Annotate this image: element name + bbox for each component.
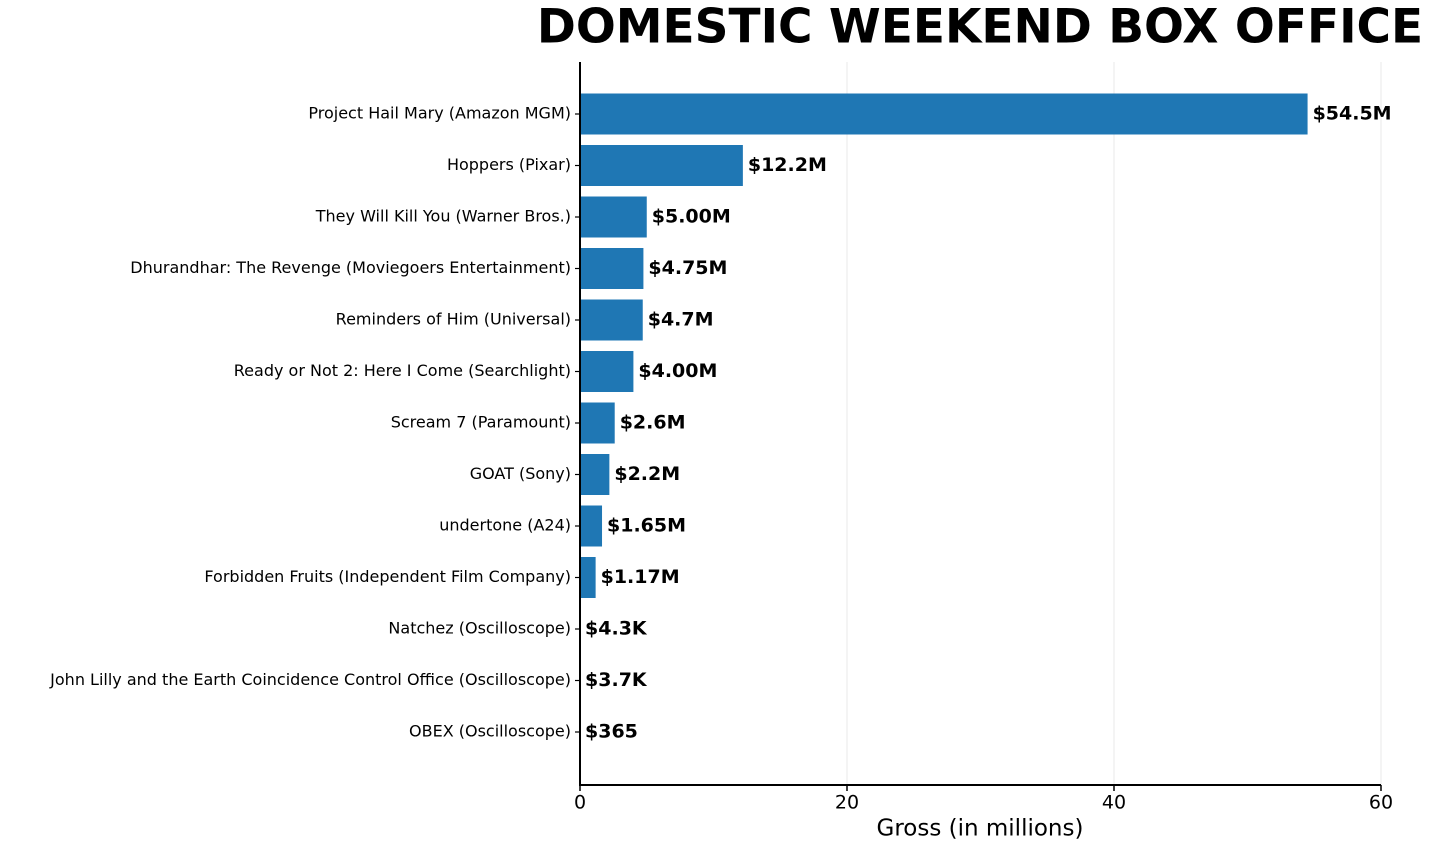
y-tick-label: undertone (A24) xyxy=(439,516,571,535)
x-tick-label: 0 xyxy=(574,792,586,814)
x-tick-label: 60 xyxy=(1369,792,1393,814)
value-label: $2.6M xyxy=(620,412,686,434)
y-tick-label: Natchez (Oscilloscope) xyxy=(388,619,571,638)
value-label: $3.7K xyxy=(585,669,648,691)
x-axis-label: Gross (in millions) xyxy=(877,816,1084,842)
bar xyxy=(580,351,634,392)
y-tick-label: Hoppers (Pixar) xyxy=(447,155,571,174)
bar xyxy=(580,196,647,238)
x-tick-label: 40 xyxy=(1102,792,1126,814)
value-label: $4.3K xyxy=(585,618,648,640)
bar xyxy=(580,505,603,547)
value-label: $1.17M xyxy=(601,566,680,588)
bar xyxy=(580,93,1308,135)
value-label: $2.2M xyxy=(614,463,680,485)
bar xyxy=(580,145,743,186)
y-tick-label: John Lilly and the Earth Coincidence Con… xyxy=(49,670,571,689)
y-tick-label: GOAT (Sony) xyxy=(470,464,571,483)
y-tick-label: They Will Kill You (Warner Bros.) xyxy=(315,207,571,226)
y-tick-label: Dhurandhar: The Revenge (Moviegoers Ente… xyxy=(130,258,571,277)
y-tick-label: Scream 7 (Paramount) xyxy=(391,413,571,432)
chart-title: DOMESTIC WEEKEND BOX OFFICE xyxy=(537,0,1423,55)
y-tick-label: OBEX (Oscilloscope) xyxy=(409,722,571,741)
bar xyxy=(580,299,643,341)
value-label: $4.7M xyxy=(648,309,714,331)
value-label: $54.5M xyxy=(1313,103,1392,125)
value-label: $4.00M xyxy=(638,360,717,382)
value-label: $4.75M xyxy=(648,257,727,279)
y-tick-label: Ready or Not 2: Here I Come (Searchlight… xyxy=(234,361,571,380)
bar xyxy=(580,402,615,444)
value-label: $12.2M xyxy=(748,154,827,176)
bar xyxy=(580,454,610,495)
bar xyxy=(580,557,596,598)
y-tick-label: Forbidden Fruits (Independent Film Compa… xyxy=(204,567,571,586)
bar xyxy=(580,248,644,289)
y-tick-label: Reminders of Him (Universal) xyxy=(336,310,571,329)
x-tick-label: 20 xyxy=(835,792,859,814)
value-label: $5.00M xyxy=(652,206,731,228)
y-tick-label: Project Hail Mary (Amazon MGM) xyxy=(308,104,571,123)
value-label: $365 xyxy=(585,721,638,743)
value-label: $1.65M xyxy=(607,515,686,537)
